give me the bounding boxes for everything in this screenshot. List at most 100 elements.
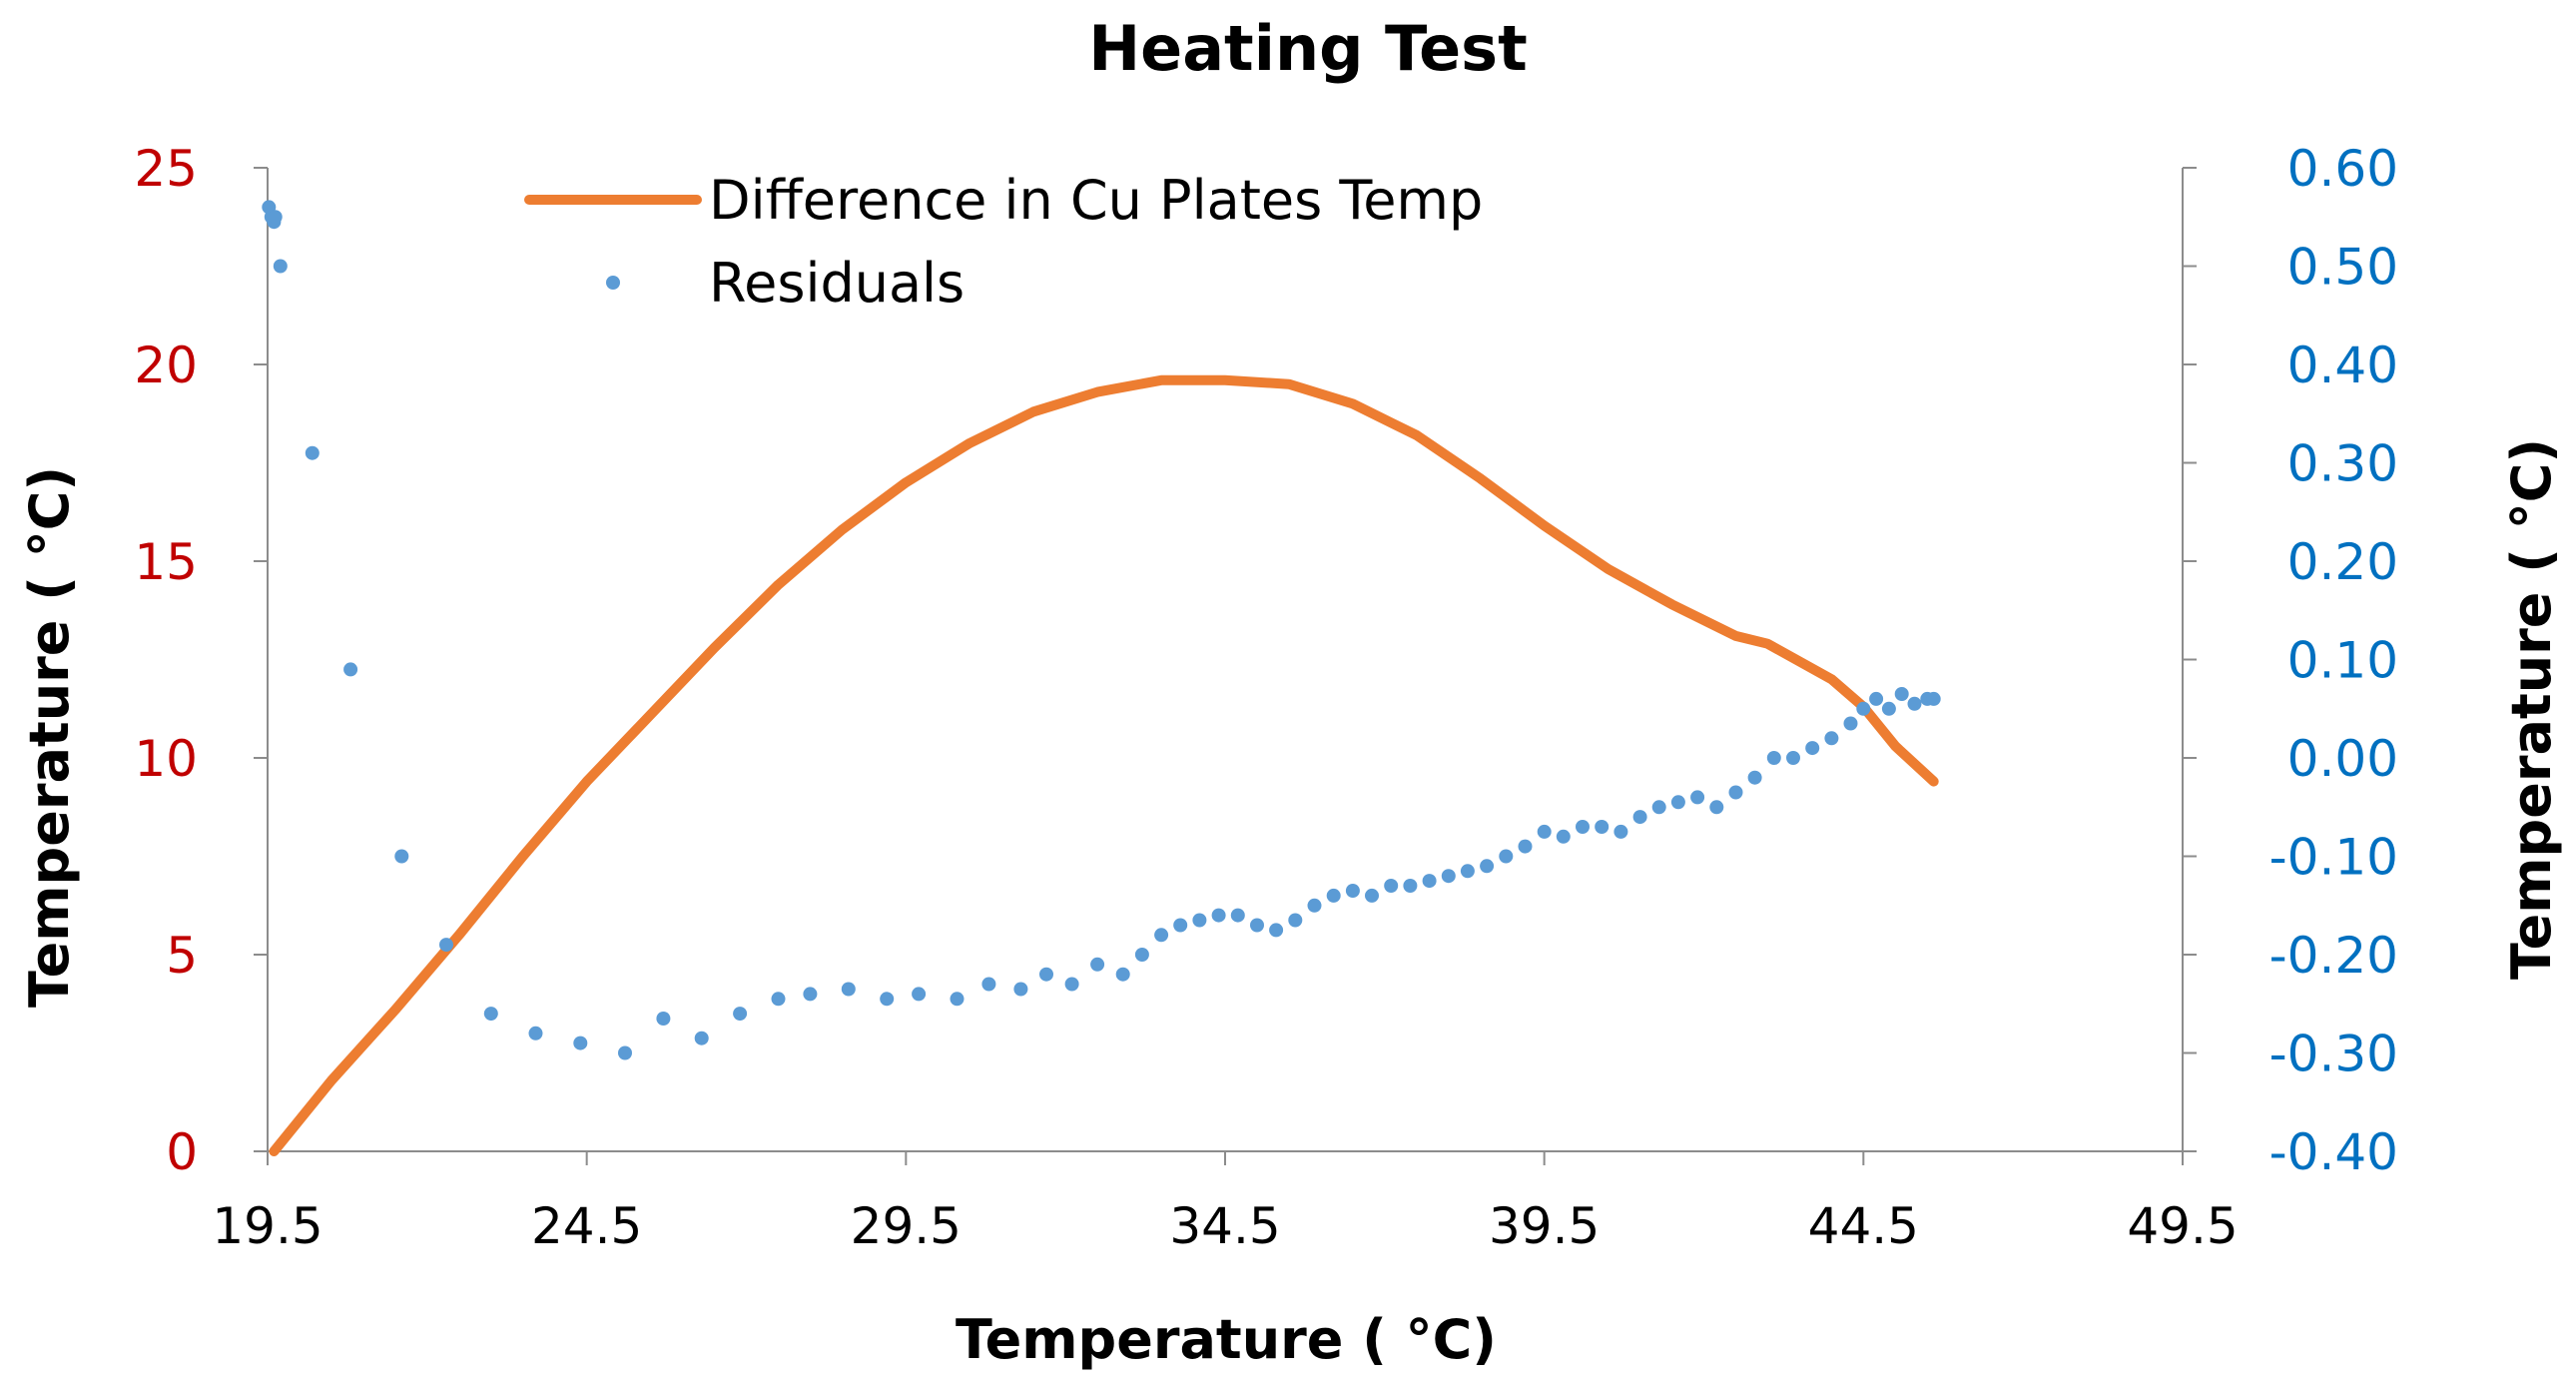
y-right-tick-label: 0.00 — [2287, 730, 2398, 788]
y-left-tick-label: 20 — [134, 337, 198, 394]
y-right-tick-label: -0.30 — [2269, 1026, 2398, 1083]
y-left-tick-label: 10 — [134, 730, 198, 788]
residual-point — [1422, 874, 1437, 889]
residual-point — [439, 938, 453, 953]
chart-title: Heating Test — [1088, 12, 1527, 85]
x-tick-label: 44.5 — [1808, 1197, 1919, 1255]
y-right-tick-label: -0.20 — [2269, 927, 2398, 985]
x-tick-label: 29.5 — [851, 1197, 962, 1255]
residual-point — [394, 849, 409, 864]
residual-point — [1651, 800, 1666, 815]
residual-point — [1632, 810, 1647, 825]
residual-point — [1211, 908, 1226, 923]
residual-point — [573, 1036, 588, 1050]
residual-point — [305, 445, 320, 460]
residual-point — [1824, 731, 1839, 746]
x-tick-label: 39.5 — [1489, 1197, 1600, 1255]
x-tick-label: 34.5 — [1169, 1197, 1280, 1255]
residual-point — [841, 982, 856, 997]
residual-point — [1403, 879, 1418, 893]
residual-point — [981, 977, 996, 992]
x-tick-label: 19.5 — [212, 1197, 322, 1255]
series-residuals-points — [262, 200, 1941, 1060]
residual-point — [1518, 839, 1533, 854]
residual-point — [912, 987, 927, 1002]
residual-point — [694, 1031, 709, 1045]
legend-label-residuals: Residuals — [709, 252, 965, 315]
residual-point — [1670, 795, 1685, 810]
residual-point — [1460, 864, 1475, 879]
y-axis-title-right: Temperature ( °C) — [2500, 438, 2563, 980]
residual-point — [1556, 829, 1571, 844]
residual-point — [1690, 790, 1705, 805]
residual-point — [880, 992, 895, 1007]
x-axis-title: Temperature ( °C) — [956, 1308, 1497, 1371]
residual-point — [1090, 957, 1105, 972]
residual-point — [343, 662, 358, 677]
residual-point — [950, 992, 965, 1007]
y-right-tick-label: 0.20 — [2287, 533, 2398, 591]
residual-point — [1115, 967, 1130, 982]
y-right-tick-label: 0.50 — [2287, 239, 2398, 297]
residual-point — [1595, 820, 1610, 834]
residual-point — [1013, 982, 1028, 997]
residual-point — [1345, 884, 1360, 898]
legend: Difference in Cu Plates Temp Residuals — [524, 169, 1483, 315]
residual-point — [1747, 770, 1762, 785]
y-right-tick-label: 0.30 — [2287, 435, 2398, 493]
residual-point — [1064, 977, 1079, 992]
residual-point — [771, 992, 786, 1007]
residual-point — [268, 210, 283, 225]
y-left-tick-label: 25 — [134, 140, 198, 198]
residual-point — [1728, 785, 1743, 800]
residual-point — [1709, 800, 1724, 815]
residual-point — [1805, 741, 1820, 756]
residual-point — [1613, 824, 1628, 839]
residual-point — [1499, 849, 1514, 864]
residual-point — [1537, 824, 1552, 839]
residual-point — [1441, 869, 1456, 884]
residual-point — [1192, 913, 1207, 928]
legend-point-swatch — [606, 276, 620, 290]
residual-point — [803, 987, 818, 1002]
residual-point — [656, 1012, 671, 1026]
residual-point — [1576, 820, 1590, 834]
residual-point — [1869, 691, 1884, 706]
residual-point — [733, 1007, 748, 1022]
residual-point — [1154, 928, 1169, 943]
y-left-tick-label: 15 — [134, 533, 198, 591]
residual-point — [1480, 859, 1495, 874]
residual-point — [528, 1026, 543, 1040]
residual-point — [1907, 696, 1922, 711]
legend-label-difference: Difference in Cu Plates Temp — [709, 169, 1483, 232]
residual-point — [1250, 918, 1264, 933]
residual-point — [1786, 751, 1800, 765]
residual-point — [1766, 751, 1781, 765]
y-left-tick-label: 5 — [166, 927, 198, 985]
residual-point — [1843, 716, 1858, 731]
x-tick-label: 24.5 — [531, 1197, 642, 1255]
residual-point — [1269, 923, 1284, 938]
residual-point — [1881, 701, 1896, 716]
residual-point — [618, 1045, 632, 1060]
residual-point — [1894, 687, 1909, 701]
residual-point — [483, 1007, 498, 1022]
residual-point — [1230, 908, 1245, 923]
residual-point — [1307, 898, 1322, 913]
y-right-tick-label: -0.10 — [2269, 829, 2398, 887]
y-axis-title-left: Temperature ( °C) — [18, 466, 81, 1008]
y-right-tick-label: 0.10 — [2287, 632, 2398, 690]
residual-point — [1173, 918, 1188, 933]
residual-point — [1926, 691, 1941, 706]
y-right-tick-label: 0.60 — [2287, 140, 2398, 198]
residual-point — [273, 259, 288, 274]
residual-point — [1384, 879, 1399, 893]
series-difference-line — [269, 374, 1939, 1156]
residual-point — [1134, 948, 1149, 962]
y-left-tick-label: 0 — [166, 1123, 198, 1181]
residual-point — [1365, 888, 1379, 903]
difference-line-path — [269, 374, 1939, 1156]
residual-point — [1288, 913, 1303, 928]
y-right-tick-label: -0.40 — [2269, 1123, 2398, 1181]
